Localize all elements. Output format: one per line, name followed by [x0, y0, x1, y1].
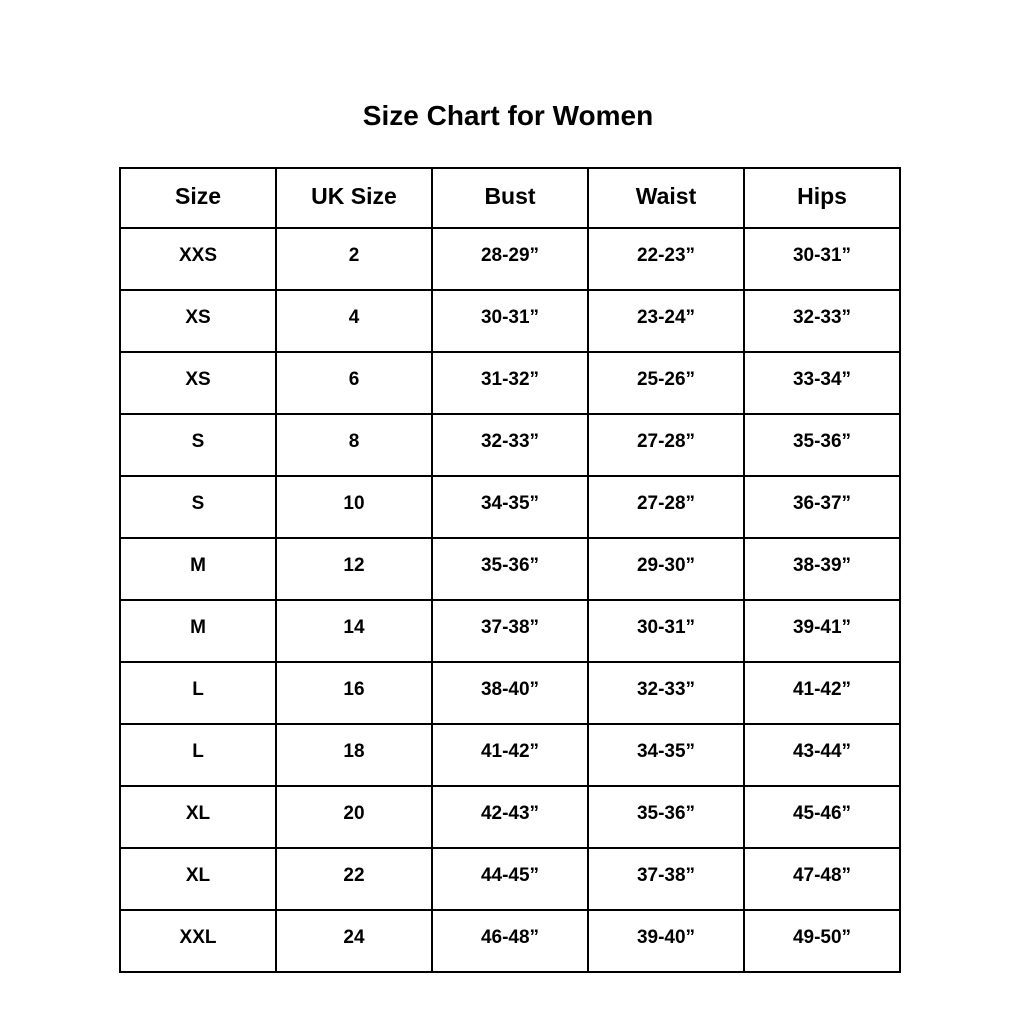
- table-row: XS 6 31-32” 25-26” 33-34”: [119, 351, 901, 415]
- table-row: XS 4 30-31” 23-24” 32-33”: [119, 289, 901, 353]
- cell-waist: 25-26”: [587, 351, 745, 415]
- cell-uk-size: 22: [275, 847, 433, 911]
- table-header: Size UK Size Bust Waist Hips: [119, 167, 901, 229]
- cell-hips: 36-37”: [743, 475, 901, 539]
- cell-size: XS: [119, 289, 277, 353]
- cell-uk-size: 8: [275, 413, 433, 477]
- cell-size: M: [119, 599, 277, 663]
- cell-waist: 29-30”: [587, 537, 745, 601]
- column-header-size: Size: [119, 167, 277, 229]
- cell-size: XL: [119, 847, 277, 911]
- column-header-waist: Waist: [587, 167, 745, 229]
- table-row: M 14 37-38” 30-31” 39-41”: [119, 599, 901, 663]
- cell-size: L: [119, 661, 277, 725]
- cell-size: XL: [119, 785, 277, 849]
- cell-bust: 34-35”: [431, 475, 589, 539]
- table-row: S 8 32-33” 27-28” 35-36”: [119, 413, 901, 477]
- cell-uk-size: 20: [275, 785, 433, 849]
- cell-bust: 44-45”: [431, 847, 589, 911]
- cell-bust: 41-42”: [431, 723, 589, 787]
- cell-bust: 32-33”: [431, 413, 589, 477]
- cell-waist: 27-28”: [587, 413, 745, 477]
- table-body: XXS 2 28-29” 22-23” 30-31” XS 4 30-31” 23-24” 32-…: [119, 227, 901, 973]
- cell-size: M: [119, 537, 277, 601]
- cell-size: S: [119, 413, 277, 477]
- cell-hips: 45-46”: [743, 785, 901, 849]
- cell-hips: 49-50”: [743, 909, 901, 973]
- table-row: L 18 41-42” 34-35” 43-44”: [119, 723, 901, 787]
- cell-bust: 28-29”: [431, 227, 589, 291]
- cell-hips: 33-34”: [743, 351, 901, 415]
- cell-bust: 31-32”: [431, 351, 589, 415]
- table-row: XXS 2 28-29” 22-23” 30-31”: [119, 227, 901, 291]
- cell-uk-size: 10: [275, 475, 433, 539]
- cell-bust: 46-48”: [431, 909, 589, 973]
- cell-bust: 37-38”: [431, 599, 589, 663]
- column-header-uk-size: UK Size: [275, 167, 433, 229]
- table-row: S 10 34-35” 27-28” 36-37”: [119, 475, 901, 539]
- cell-size: XXS: [119, 227, 277, 291]
- cell-hips: 30-31”: [743, 227, 901, 291]
- cell-uk-size: 16: [275, 661, 433, 725]
- cell-waist: 22-23”: [587, 227, 745, 291]
- cell-size: L: [119, 723, 277, 787]
- cell-hips: 47-48”: [743, 847, 901, 911]
- cell-waist: 37-38”: [587, 847, 745, 911]
- page-title: Size Chart for Women: [362, 100, 654, 131]
- table-row: XL 22 44-45” 37-38” 47-48”: [119, 847, 901, 911]
- cell-hips: 38-39”: [743, 537, 901, 601]
- cell-hips: 41-42”: [743, 661, 901, 725]
- cell-waist: 30-31”: [587, 599, 745, 663]
- table-row: L 16 38-40” 32-33” 41-42”: [119, 661, 901, 725]
- cell-waist: 34-35”: [587, 723, 745, 787]
- column-header-bust: Bust: [431, 167, 589, 229]
- cell-hips: 43-44”: [743, 723, 901, 787]
- table-row: XXL 24 46-48” 39-40” 49-50”: [119, 909, 901, 973]
- cell-uk-size: 14: [275, 599, 433, 663]
- size-chart-table: Size UK Size Bust Waist Hips XXS 2 28-29” 22-23…: [119, 167, 901, 973]
- cell-waist: 39-40”: [587, 909, 745, 973]
- cell-uk-size: 12: [275, 537, 433, 601]
- cell-uk-size: 6: [275, 351, 433, 415]
- cell-bust: 35-36”: [431, 537, 589, 601]
- table-row: M 12 35-36” 29-30” 38-39”: [119, 537, 901, 601]
- cell-waist: 32-33”: [587, 661, 745, 725]
- cell-hips: 32-33”: [743, 289, 901, 353]
- cell-waist: 23-24”: [587, 289, 745, 353]
- cell-hips: 35-36”: [743, 413, 901, 477]
- cell-bust: 30-31”: [431, 289, 589, 353]
- cell-waist: 27-28”: [587, 475, 745, 539]
- cell-uk-size: 2: [275, 227, 433, 291]
- cell-uk-size: 24: [275, 909, 433, 973]
- cell-size: S: [119, 475, 277, 539]
- table-row: XL 20 42-43” 35-36” 45-46”: [119, 785, 901, 849]
- cell-uk-size: 18: [275, 723, 433, 787]
- cell-uk-size: 4: [275, 289, 433, 353]
- cell-bust: 42-43”: [431, 785, 589, 849]
- cell-bust: 38-40”: [431, 661, 589, 725]
- cell-waist: 35-36”: [587, 785, 745, 849]
- cell-hips: 39-41”: [743, 599, 901, 663]
- cell-size: XXL: [119, 909, 277, 973]
- header-row: Size UK Size Bust Waist Hips: [119, 167, 901, 229]
- cell-size: XS: [119, 351, 277, 415]
- column-header-hips: Hips: [743, 167, 901, 229]
